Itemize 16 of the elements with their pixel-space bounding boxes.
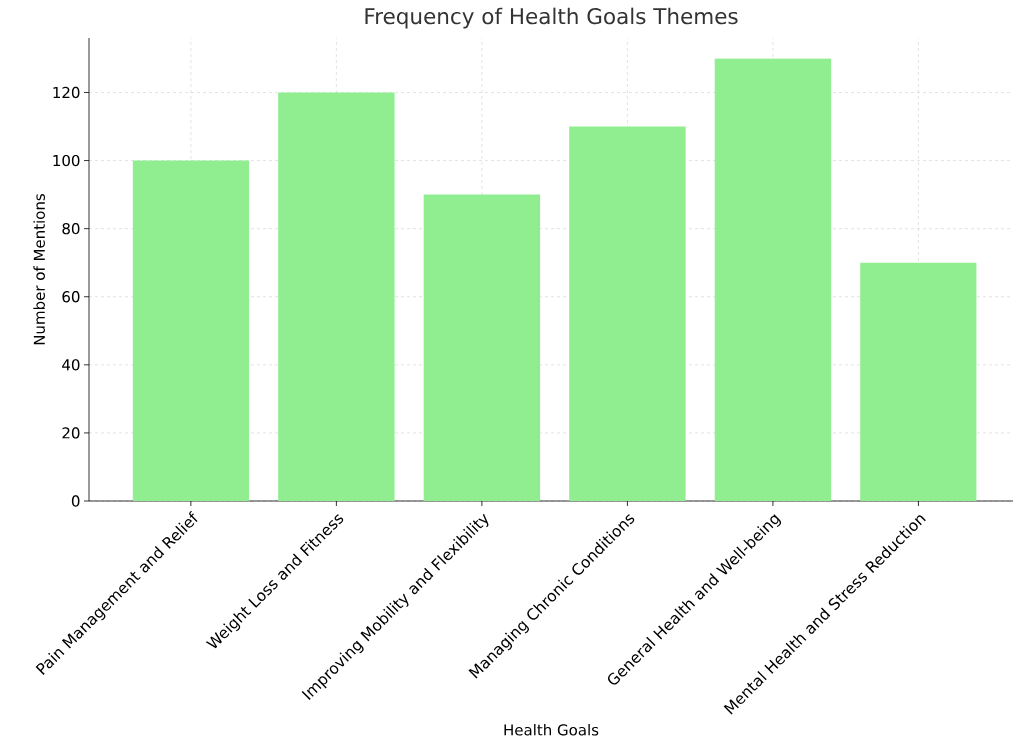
bar [423, 194, 541, 501]
chart-title: Frequency of Health Goals Themes [365, 7, 738, 29]
y-axis-title: Number of Mentions [33, 194, 45, 345]
y-tick-label: 40 [62, 359, 80, 371]
y-tick-label: 60 [62, 291, 80, 303]
y-tick-label: 80 [62, 222, 80, 235]
y-tick-label: 20 [62, 427, 80, 439]
y-tick-label: 120 [53, 86, 80, 99]
bar [278, 92, 395, 501]
y-tick-label: 0 [71, 495, 80, 507]
bar [714, 58, 832, 501]
x-axis-title: Health Goals [504, 723, 599, 736]
y-tick-label: 100 [53, 154, 80, 167]
bar [860, 262, 977, 501]
bar [569, 126, 686, 501]
bar [132, 160, 250, 501]
